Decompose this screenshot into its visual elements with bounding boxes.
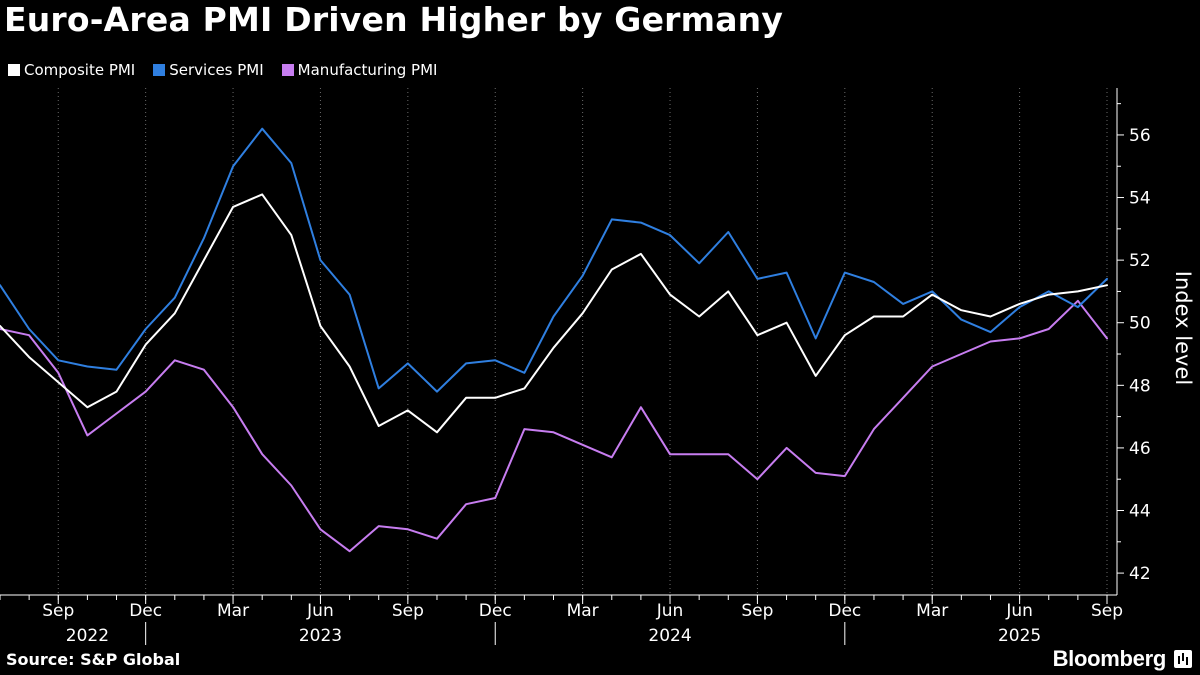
x-tick-label: Dec [828, 601, 861, 621]
x-year-label: 2022 [66, 626, 109, 646]
x-tick-label: Mar [217, 601, 249, 621]
legend-item-manufacturing: Manufacturing PMI [281, 61, 438, 79]
series-line-manufacturing-pmi [0, 299, 1108, 553]
legend-label-manufacturing: Manufacturing PMI [297, 61, 438, 79]
legend-swatch-services [153, 64, 166, 76]
y-axis-label: Index level [1171, 271, 1195, 385]
legend-item-composite: Composite PMI [8, 61, 135, 79]
x-tick-label: Sep [42, 601, 74, 621]
axes: 42 44 46 48 50 52 54 56 Sep Dec Mar Jun Sep Dec Mar Jun… [0, 88, 1151, 646]
x-tick-label: Dec [129, 601, 162, 621]
bloomberg-mark-icon [1174, 650, 1192, 668]
x-tick-label: Mar [567, 601, 599, 621]
series-line-services-pmi [0, 127, 1108, 393]
x-tick-label: Jun [306, 601, 334, 621]
y-tick-label: 56 [1129, 126, 1151, 146]
y-tick-label: 46 [1129, 439, 1151, 459]
legend: Composite PMI Services PMI Manufacturing… [8, 60, 455, 80]
y-tick-label: 50 [1129, 314, 1151, 334]
series-lines [0, 127, 1108, 553]
chart-title: Euro-Area PMI Driven Higher by Germany [4, 0, 784, 39]
y-tick-label: 42 [1129, 564, 1151, 584]
legend-label-composite: Composite PMI [24, 61, 136, 79]
x-tick-label: Sep [392, 601, 424, 621]
legend-swatch-manufacturing [281, 64, 294, 76]
x-tick-label: Mar [916, 601, 948, 621]
x-tick-label: Dec [479, 601, 512, 621]
x-year-label: 2024 [648, 626, 691, 646]
x-tick-label: Jun [656, 601, 684, 621]
y-tick-label: 44 [1129, 502, 1151, 522]
x-year-label: 2025 [998, 626, 1041, 646]
grid [57, 88, 1108, 595]
source-note: Source: S&P Global [6, 650, 181, 669]
y-tick-label: 54 [1129, 189, 1151, 209]
x-tick-label: Sep [741, 601, 773, 621]
x-year-label: 2023 [299, 626, 342, 646]
y-tick-label: 52 [1129, 251, 1151, 271]
bloomberg-logo: Bloomberg [1052, 646, 1167, 671]
x-tick-label: Sep [1091, 601, 1123, 621]
y-tick-label: 48 [1129, 376, 1151, 396]
legend-item-services: Services PMI [153, 61, 264, 79]
series-line-composite-pmi [0, 193, 1108, 434]
legend-label-services: Services PMI [169, 61, 264, 79]
legend-swatch-composite [8, 64, 20, 76]
x-tick-label: Jun [1005, 601, 1033, 621]
